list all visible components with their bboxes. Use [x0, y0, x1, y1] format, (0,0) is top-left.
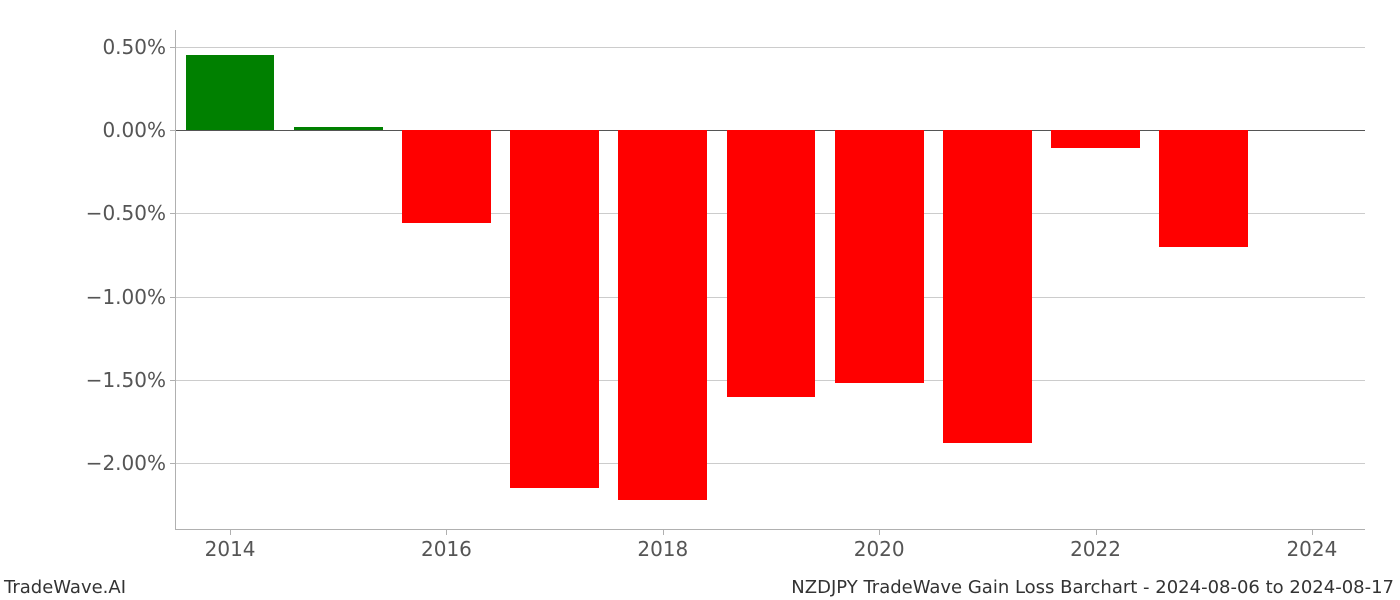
xtick-label: 2018: [637, 537, 688, 561]
bar-2019: [727, 130, 816, 397]
bar-2018: [618, 130, 707, 500]
footer-brand: TradeWave.AI: [4, 577, 126, 598]
ytick-mark: [170, 297, 176, 298]
gridline: [176, 463, 1365, 464]
xtick-mark: [1096, 529, 1097, 535]
ytick-mark: [170, 130, 176, 131]
ytick-mark: [170, 380, 176, 381]
xtick-label: 2016: [421, 537, 472, 561]
gridline: [176, 47, 1365, 48]
bar-2020: [835, 130, 924, 383]
xtick-label: 2020: [854, 537, 905, 561]
ytick-label: −1.00%: [86, 285, 166, 309]
ytick-label: 0.00%: [102, 118, 166, 142]
ytick-label: −1.50%: [86, 368, 166, 392]
xtick-label: 2022: [1070, 537, 1121, 561]
bar-2015: [294, 127, 383, 130]
xtick-mark: [879, 529, 880, 535]
ytick-label: −0.50%: [86, 201, 166, 225]
bar-2014: [186, 55, 275, 130]
xtick-label: 2014: [205, 537, 256, 561]
footer-title: NZDJPY TradeWave Gain Loss Barchart - 20…: [791, 577, 1394, 598]
xtick-mark: [1312, 529, 1313, 535]
xtick-mark: [230, 529, 231, 535]
ytick-mark: [170, 47, 176, 48]
bar-2023: [1159, 130, 1248, 247]
bar-2022: [1051, 130, 1140, 148]
ytick-mark: [170, 213, 176, 214]
ytick-mark: [170, 463, 176, 464]
xtick-label: 2024: [1286, 537, 1337, 561]
gain-loss-barchart: 0.50%0.00%−0.50%−1.00%−1.50%−2.00%201420…: [175, 30, 1365, 530]
xtick-mark: [663, 529, 664, 535]
bar-2017: [510, 130, 599, 488]
ytick-label: −2.00%: [86, 451, 166, 475]
ytick-label: 0.50%: [102, 35, 166, 59]
bar-2021: [943, 130, 1032, 443]
xtick-mark: [446, 529, 447, 535]
bar-2016: [402, 130, 491, 223]
